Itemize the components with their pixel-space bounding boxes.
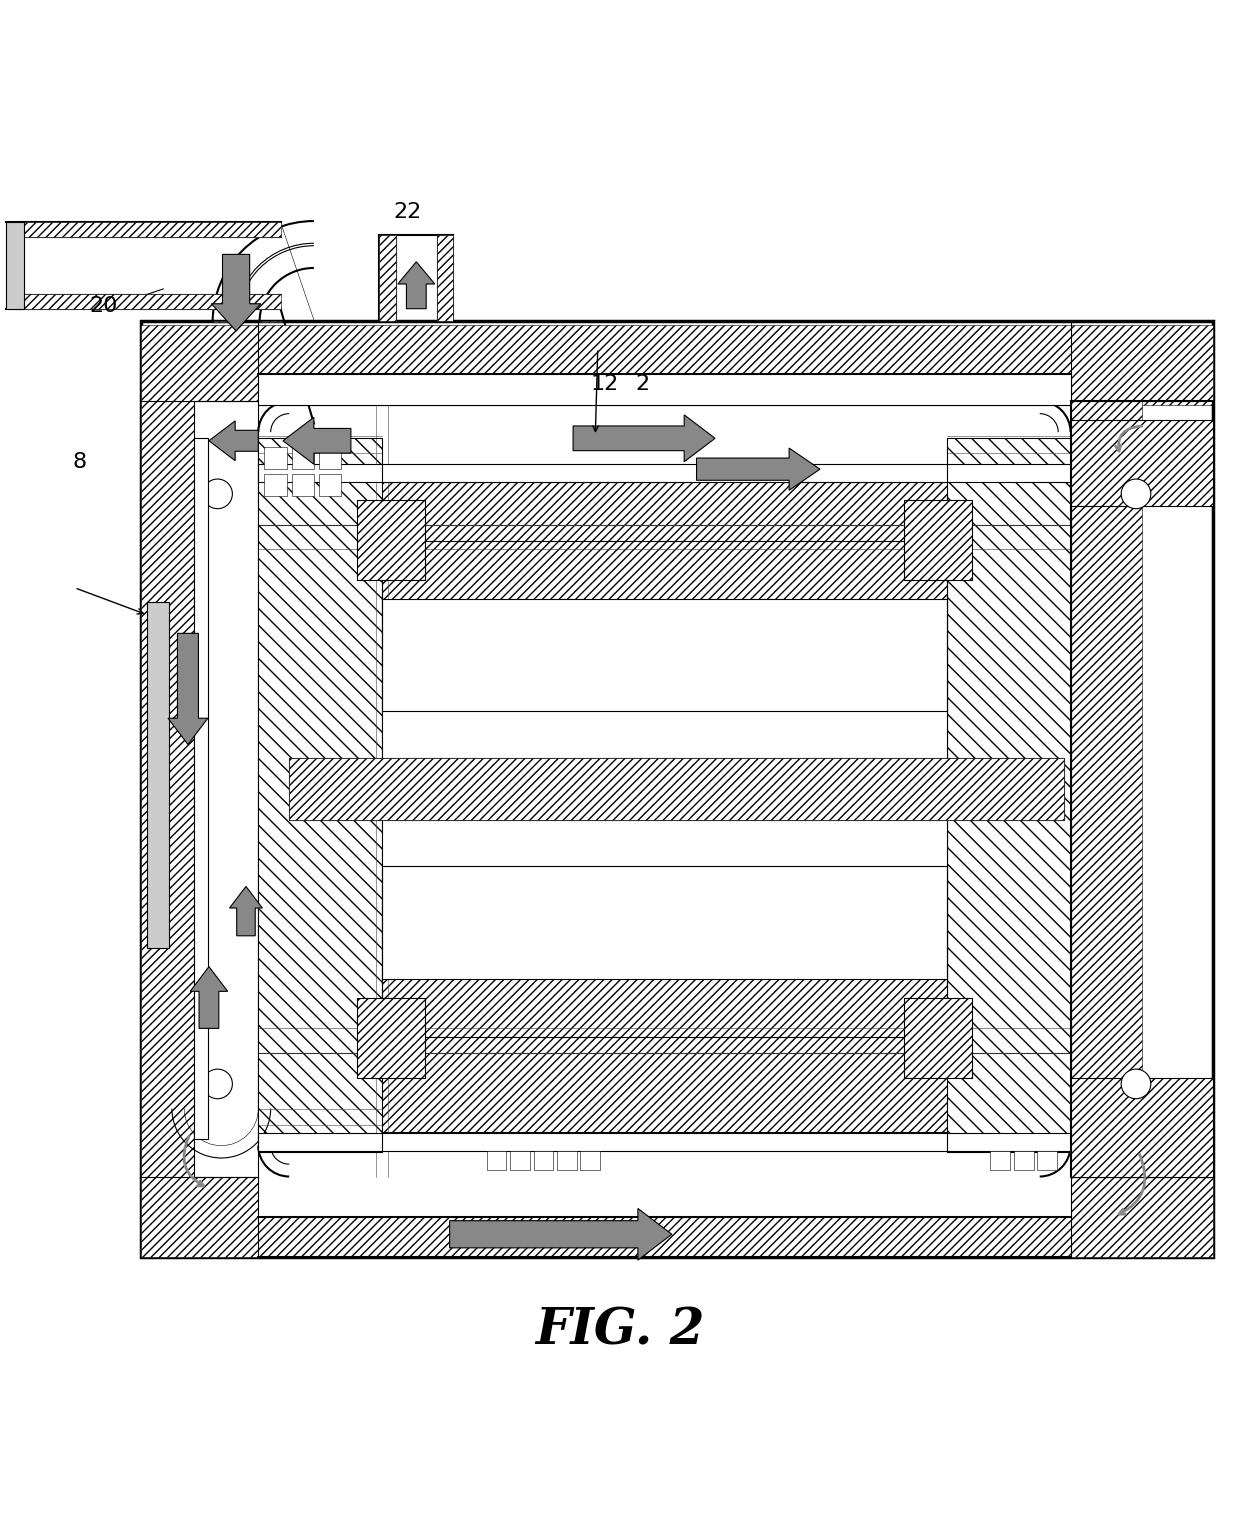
Bar bbox=[436, 234, 454, 321]
Bar bbox=[1070, 1078, 1213, 1177]
Bar bbox=[1070, 325, 1213, 405]
Bar bbox=[258, 325, 1070, 374]
Bar bbox=[141, 321, 1213, 1256]
Bar bbox=[291, 475, 314, 496]
Bar bbox=[264, 475, 286, 496]
Bar bbox=[1070, 1177, 1213, 1256]
FancyArrow shape bbox=[211, 254, 260, 332]
FancyArrow shape bbox=[398, 262, 435, 309]
Bar bbox=[21, 294, 280, 309]
Bar bbox=[148, 602, 170, 948]
Bar bbox=[258, 374, 1070, 405]
Bar bbox=[357, 998, 425, 1078]
Bar bbox=[258, 1028, 1070, 1133]
Bar bbox=[382, 599, 947, 980]
FancyArrow shape bbox=[283, 417, 351, 464]
Bar bbox=[904, 500, 972, 581]
Bar bbox=[258, 438, 382, 1151]
Bar bbox=[291, 447, 314, 468]
Bar bbox=[319, 447, 341, 468]
Bar bbox=[557, 1150, 577, 1170]
Bar bbox=[382, 541, 947, 712]
Bar bbox=[193, 402, 258, 1177]
Bar bbox=[382, 541, 947, 712]
Bar bbox=[904, 998, 972, 1078]
FancyArrow shape bbox=[573, 415, 715, 462]
FancyArrow shape bbox=[167, 633, 208, 744]
Text: FIG. 2: FIG. 2 bbox=[536, 1307, 704, 1355]
Bar bbox=[486, 1150, 506, 1170]
Bar bbox=[947, 438, 1070, 1151]
Bar bbox=[141, 402, 193, 1177]
Bar bbox=[904, 998, 972, 1078]
Circle shape bbox=[1121, 1069, 1151, 1098]
Bar bbox=[141, 1177, 258, 1256]
Bar bbox=[289, 757, 1064, 820]
Text: 12: 12 bbox=[591, 374, 619, 394]
Circle shape bbox=[203, 1069, 232, 1098]
Bar bbox=[258, 464, 1070, 482]
Text: 2: 2 bbox=[635, 374, 650, 394]
Bar bbox=[1070, 402, 1213, 1177]
Bar bbox=[258, 1217, 1070, 1256]
Bar bbox=[258, 1133, 1070, 1150]
Bar bbox=[382, 867, 947, 1037]
Bar bbox=[193, 438, 208, 1139]
Text: 22: 22 bbox=[393, 202, 422, 222]
FancyArrow shape bbox=[697, 449, 820, 490]
Bar bbox=[258, 438, 382, 1151]
Bar bbox=[357, 998, 425, 1078]
FancyArrow shape bbox=[190, 967, 228, 1028]
Bar bbox=[1037, 1150, 1056, 1170]
Bar bbox=[991, 1150, 1011, 1170]
Bar bbox=[1014, 1150, 1033, 1170]
FancyArrow shape bbox=[208, 421, 258, 461]
Text: 8: 8 bbox=[72, 452, 87, 472]
Bar bbox=[141, 325, 258, 405]
Bar bbox=[21, 222, 280, 237]
Bar bbox=[357, 500, 425, 581]
Circle shape bbox=[203, 479, 232, 508]
Bar bbox=[258, 482, 1070, 587]
Bar bbox=[1070, 420, 1213, 506]
Bar bbox=[580, 1150, 600, 1170]
Bar bbox=[533, 1150, 553, 1170]
Bar bbox=[6, 222, 24, 309]
Bar bbox=[379, 234, 396, 321]
Text: 20: 20 bbox=[89, 297, 118, 316]
Bar bbox=[382, 867, 947, 1037]
Bar bbox=[1070, 1078, 1213, 1177]
Bar bbox=[1070, 402, 1142, 1177]
Bar bbox=[357, 500, 425, 581]
Bar bbox=[264, 447, 286, 468]
FancyArrow shape bbox=[450, 1209, 672, 1259]
Bar bbox=[289, 757, 1064, 820]
FancyArrow shape bbox=[229, 887, 263, 935]
Bar bbox=[510, 1150, 529, 1170]
Bar bbox=[904, 500, 972, 581]
Bar bbox=[1070, 420, 1213, 506]
Bar bbox=[947, 438, 1070, 1151]
Circle shape bbox=[1121, 479, 1151, 508]
Bar bbox=[319, 475, 341, 496]
